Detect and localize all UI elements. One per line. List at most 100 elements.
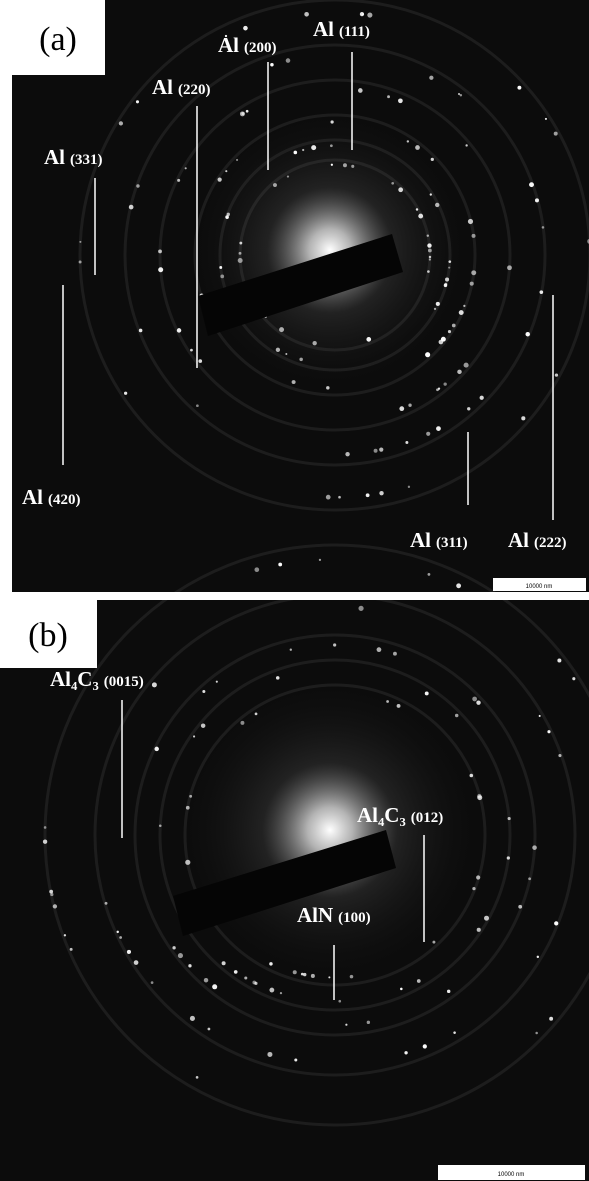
- diffraction-spot: [345, 1024, 347, 1026]
- diffraction-spot: [343, 163, 347, 167]
- diffraction-spot: [152, 682, 157, 687]
- diffraction-spot: [244, 976, 247, 979]
- diffraction-spot: [470, 282, 474, 286]
- diffraction-spot: [294, 1058, 297, 1061]
- plane: (222): [534, 535, 567, 551]
- diffraction-spot: [304, 12, 309, 17]
- diffraction-spot: [302, 149, 304, 151]
- diffraction-spot: [427, 270, 430, 273]
- diffraction-spot: [471, 270, 476, 275]
- diffraction-spot: [367, 12, 372, 17]
- diffraction-spot: [572, 677, 575, 680]
- diffraction-spot: [484, 916, 489, 921]
- diffraction-spot: [434, 308, 436, 310]
- diffraction-spot: [362, 13, 364, 15]
- diffraction-spot: [172, 946, 175, 949]
- diffraction-spot: [408, 486, 410, 488]
- diffraction-spot: [463, 305, 465, 307]
- diffraction-spot: [366, 337, 371, 342]
- diffraction-spot: [374, 449, 378, 453]
- diffraction-spot: [386, 700, 389, 703]
- diffraction-spot: [278, 563, 282, 567]
- diffraction-spot: [425, 352, 430, 357]
- plane: (420): [48, 492, 81, 508]
- diffraction-spot: [154, 747, 158, 751]
- diffraction-spot: [542, 226, 545, 229]
- diffraction-spot: [241, 112, 244, 115]
- diffraction-spot: [240, 721, 244, 725]
- diffraction-spot: [293, 970, 297, 974]
- diffraction-spot: [476, 700, 480, 704]
- diffraction-spot: [537, 956, 539, 958]
- diffraction-spot: [367, 1021, 370, 1024]
- diffraction-spot: [255, 712, 258, 715]
- diffraction-spot: [269, 962, 272, 965]
- diffraction-spot: [472, 887, 475, 890]
- diffraction-spot: [196, 404, 199, 407]
- diffraction-spot: [269, 988, 274, 993]
- diffraction-spot: [429, 76, 433, 80]
- diffraction-spot: [554, 921, 558, 925]
- diffraction-spot: [558, 754, 561, 757]
- diffraction-spot: [189, 795, 192, 798]
- diffraction-spot: [246, 110, 249, 113]
- diffraction-spot: [447, 990, 450, 993]
- diffraction-spot: [539, 715, 541, 717]
- phase: Al: [508, 528, 529, 552]
- diffraction-spot: [193, 735, 195, 737]
- diffraction-spot: [464, 363, 469, 368]
- diffraction-spot: [326, 386, 329, 389]
- diffraction-spot: [477, 928, 481, 932]
- diffraction-spot: [476, 875, 480, 879]
- diffraction-spot: [535, 1032, 538, 1035]
- diffraction-spot: [254, 567, 259, 572]
- diffraction-spot: [330, 120, 333, 123]
- plane: (0015): [104, 674, 144, 690]
- diffraction-spot: [405, 441, 408, 444]
- diffraction-spot: [345, 452, 349, 456]
- diffraction-spot: [436, 302, 440, 306]
- diffraction-spot: [465, 144, 467, 146]
- diffraction-spot: [426, 432, 430, 436]
- diffraction-spot: [222, 961, 226, 965]
- diffraction-spot: [358, 606, 363, 611]
- diffraction-spot: [459, 310, 464, 315]
- diffraction-spot: [196, 1076, 199, 1079]
- diffraction-spot: [350, 975, 354, 979]
- diffraction-spot: [338, 496, 341, 499]
- diffraction-spot: [202, 690, 205, 693]
- diffraction-spot: [299, 358, 302, 361]
- diffraction-spot: [53, 904, 57, 908]
- page: (a) 10000 nm (b) 10000 nm Al(200)Al(111)…: [0, 0, 589, 1181]
- phase: AlN: [297, 903, 333, 927]
- diffraction-spot: [455, 714, 458, 717]
- diffraction-spot: [105, 902, 108, 905]
- plane: (012): [411, 810, 444, 826]
- diffraction-spot: [507, 856, 510, 859]
- diffraction-spot: [239, 252, 242, 255]
- diffraction-spot: [432, 941, 435, 944]
- diffraction-spot: [158, 250, 162, 254]
- diffraction-spot: [338, 1000, 341, 1003]
- diffraction-spot: [186, 806, 190, 810]
- plane: (200): [244, 40, 277, 56]
- diffraction-spot: [190, 349, 193, 352]
- diffraction-spot: [117, 931, 119, 933]
- diffraction-spot: [134, 960, 139, 965]
- diffraction-spot: [276, 348, 280, 352]
- diffraction-spot: [330, 144, 333, 147]
- diffraction-spot: [366, 493, 370, 497]
- diffraction-spot: [407, 140, 409, 142]
- diffraction-spot: [326, 495, 331, 500]
- diffraction-spot: [333, 643, 336, 646]
- diffraction-spot: [129, 205, 134, 210]
- diffraction-spot: [430, 193, 432, 195]
- plane: (100): [338, 910, 371, 926]
- diffraction-spot: [467, 407, 470, 410]
- diffraction-spot: [225, 170, 227, 172]
- diffraction-spot: [79, 260, 82, 263]
- diffraction-spot: [398, 187, 403, 192]
- diffraction-spot: [532, 845, 537, 850]
- diffraction-spot: [418, 214, 423, 219]
- plane: (311): [436, 535, 468, 551]
